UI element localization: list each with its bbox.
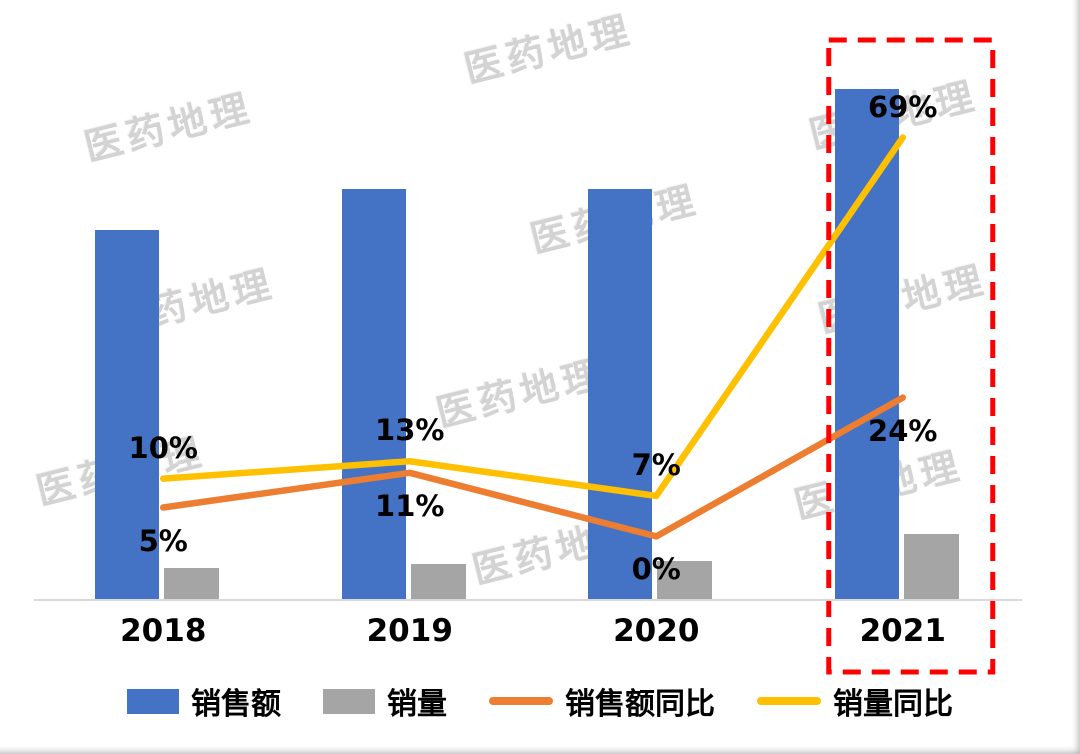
- volume-bar-2018: [164, 567, 220, 600]
- volume-yoy-line-swatch: [757, 697, 821, 705]
- volume-bar-2021: [903, 533, 959, 600]
- data-label-69%: 69%: [868, 89, 938, 124]
- legend-label-volume-yoy: 销量同比: [833, 687, 953, 722]
- legend-item-sales: 销售额: [127, 679, 281, 723]
- volume-yoy-line: [160, 134, 906, 500]
- volume-bar-2020: [657, 560, 713, 600]
- x-axis-label-2021: 2021: [859, 613, 946, 649]
- data-label-10%: 10%: [128, 430, 198, 465]
- data-label-0%: 0%: [631, 552, 681, 587]
- sales-bar-swatch: [127, 688, 179, 714]
- volume-bar-swatch: [323, 688, 375, 714]
- data-label-24%: 24%: [868, 413, 938, 448]
- x-axis-label-2018: 2018: [120, 613, 207, 649]
- sales-bar-2021: [834, 89, 899, 600]
- legend: 销售额 销量 销售额同比 销量同比: [0, 676, 1080, 726]
- x-axis-line: [34, 599, 1022, 601]
- sales-yoy-line-swatch: [489, 697, 553, 705]
- data-label-7%: 7%: [631, 447, 681, 482]
- sales-yoy-line: [160, 394, 906, 540]
- legend-item-sales-yoy: 销售额同比: [489, 679, 715, 723]
- highlight-box-2021: [826, 37, 996, 675]
- data-label-13%: 13%: [375, 413, 445, 448]
- sales-bar-2018: [95, 230, 160, 600]
- legend-label-sales-yoy: 销售额同比: [565, 687, 715, 722]
- volume-bar-2019: [410, 563, 466, 600]
- legend-label-volume: 销量: [387, 687, 447, 722]
- data-label-11%: 11%: [375, 488, 445, 523]
- sales-bar-2019: [341, 189, 406, 600]
- x-axis-label-2019: 2019: [366, 613, 453, 649]
- x-axis-label-2020: 2020: [613, 613, 700, 649]
- data-label-5%: 5%: [138, 523, 188, 558]
- legend-item-volume-yoy: 销量同比: [757, 679, 953, 723]
- legend-item-volume: 销量: [323, 679, 447, 723]
- legend-label-sales: 销售额: [191, 687, 281, 722]
